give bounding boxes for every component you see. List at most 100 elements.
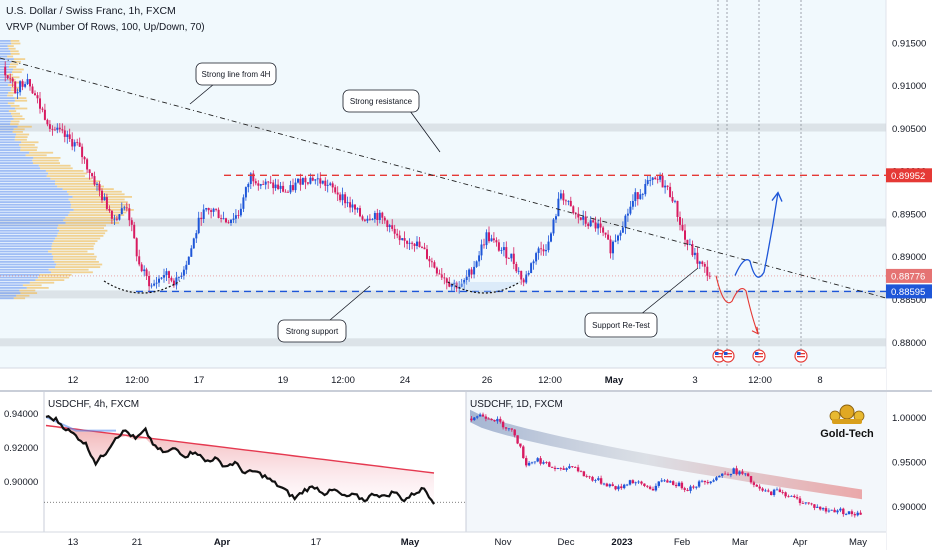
volume-bar-down — [63, 219, 116, 222]
candle-body — [401, 238, 404, 240]
candle-body — [130, 220, 133, 225]
volume-bar-up — [0, 216, 66, 219]
candle-body — [594, 222, 597, 229]
volume-bar-down — [68, 198, 125, 201]
daily-candle-body — [781, 492, 784, 493]
candle-body — [366, 218, 369, 221]
candle-body — [262, 184, 265, 185]
candle-body — [411, 242, 414, 244]
candle-body — [522, 279, 525, 283]
volume-bar-down — [15, 136, 28, 138]
volume-bar-down — [22, 284, 42, 287]
volume-bar-up — [0, 157, 34, 159]
daily-candle-body — [744, 473, 747, 475]
candle-body — [562, 193, 565, 201]
volume-bar-down — [57, 185, 104, 188]
daily-candle-body — [856, 512, 859, 516]
axis-labels: 0.91500 0.91000 0.90500 0.90000 0.89500 0.890… — [4, 38, 932, 548]
bl-price-tick: 0.90000 — [4, 477, 38, 488]
candle-body — [19, 81, 22, 93]
candle-body — [73, 142, 76, 147]
candle-body — [341, 194, 344, 201]
volume-bar-up — [0, 60, 12, 63]
candle-body — [143, 269, 146, 272]
candle-body — [393, 228, 396, 234]
volume-bar-down — [68, 214, 125, 216]
callout-trendline[interactable]: Strong line from 4H — [189, 62, 277, 105]
candle-body — [14, 81, 17, 94]
candle-body — [510, 253, 513, 259]
volume-bar-down — [65, 216, 119, 219]
indicator-label: VRVP (Number Of Rows, 100, Up/Down, 70) — [6, 22, 205, 33]
candle-body — [145, 269, 148, 276]
us-flag-icon[interactable] — [794, 349, 808, 363]
daily-candle-body — [490, 418, 493, 421]
us-flag-icon[interactable] — [721, 349, 735, 363]
main-candles — [4, 61, 711, 294]
daily-candle-body — [741, 471, 744, 474]
daily-candle-body — [516, 435, 519, 444]
candle-body — [153, 283, 156, 286]
volume-bar-up — [0, 248, 52, 250]
volume-bar-up — [0, 287, 27, 289]
candle-body — [160, 277, 163, 279]
candle-body — [537, 248, 540, 253]
candle-body — [56, 127, 59, 130]
callout-support[interactable]: Strong support — [277, 285, 371, 343]
callout-resistance[interactable]: Strong resistance — [342, 89, 441, 153]
candle-body — [641, 194, 644, 195]
volume-bar-up — [0, 193, 69, 196]
candle-body — [76, 142, 79, 143]
daily-candle-body — [842, 508, 845, 515]
candle-body — [351, 204, 354, 208]
volume-bar-up — [0, 232, 58, 235]
candle-body — [706, 266, 709, 276]
price-tick: 0.91000 — [892, 81, 926, 92]
candle-body — [388, 225, 391, 227]
candle-body — [515, 264, 518, 272]
us-flag-icon[interactable] — [752, 349, 766, 363]
candle-body — [592, 220, 595, 223]
volume-bar-up — [0, 172, 48, 175]
candle-body — [192, 238, 195, 249]
horizontal-levels — [0, 174, 886, 293]
candle-body — [416, 241, 418, 246]
volume-bar-up — [0, 203, 72, 206]
grey-zone — [0, 123, 886, 132]
candle-body — [120, 208, 123, 215]
candle-body — [574, 212, 577, 214]
candle-body — [540, 248, 543, 250]
candle-body — [180, 275, 183, 277]
daily-candle-body — [784, 492, 787, 497]
candle-body — [175, 277, 178, 286]
br-time-tick: 2023 — [611, 537, 632, 548]
daily-candle-body — [550, 466, 554, 468]
volume-bar-down — [14, 138, 27, 141]
candle-body — [172, 280, 175, 286]
callout-resistance-text: Strong resistance — [350, 97, 413, 106]
candle-body — [671, 197, 674, 202]
volume-bar-up — [0, 180, 56, 183]
candle-body — [676, 200, 679, 217]
candle-body — [443, 277, 446, 279]
candle-body — [344, 194, 347, 204]
us-flag-icon[interactable] — [712, 349, 726, 363]
candle-body — [473, 266, 476, 275]
price-tick: 0.91500 — [892, 38, 926, 49]
candle-body — [669, 186, 672, 197]
volume-bar-down — [10, 40, 20, 42]
candle-body — [356, 208, 359, 210]
callout-retest[interactable]: Support Re-Test — [584, 267, 699, 338]
volume-bar-down — [9, 66, 17, 68]
candle-body — [165, 271, 168, 276]
time-tick: 17 — [194, 375, 205, 386]
daily-candle-body — [715, 477, 718, 481]
daily-candle-body — [669, 481, 672, 483]
daily-candle-body — [634, 482, 637, 484]
candle-body — [234, 215, 237, 219]
grey-zone — [0, 218, 886, 227]
candle-body — [41, 108, 44, 110]
volume-bar-down — [10, 120, 20, 123]
candle-body — [66, 134, 69, 137]
daily-candle-body — [683, 488, 686, 490]
